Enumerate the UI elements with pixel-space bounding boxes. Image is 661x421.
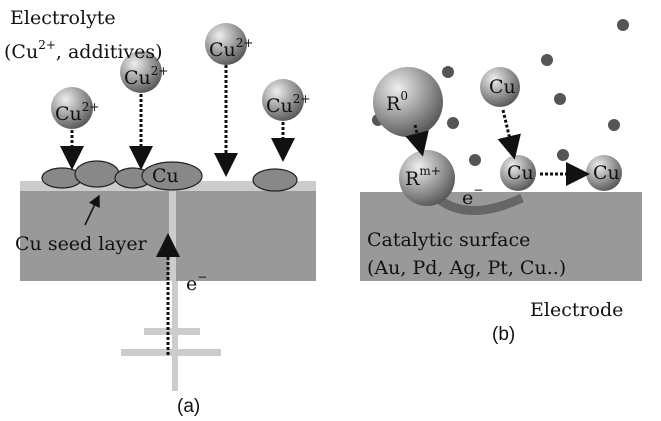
deposit-label: Cu <box>152 165 179 187</box>
ion-label: Cu2+ <box>209 36 253 61</box>
ion-arrows <box>72 65 283 165</box>
panel-a: Cu2+ Cu2+ Cu2+ Cu2+ Electrolyte (Cu2+, a… <box>4 7 316 417</box>
panel-b: R0 Rm+ Cu Cu Cu e− Catalytic surface (Au… <box>360 19 642 345</box>
cu-label: Cu <box>507 162 534 184</box>
ion-label: Cu2+ <box>266 92 310 117</box>
electrode-label: Electrode <box>530 299 623 321</box>
battery-plate <box>121 349 221 356</box>
metals-label: (Au, Pd, Ag, Pt, Cu..) <box>367 257 566 279</box>
battery-plate <box>144 328 200 335</box>
electron-label: e− <box>186 270 207 295</box>
wire <box>172 281 178 391</box>
diagram: Cu2+ Cu2+ Cu2+ Cu2+ Electrolyte (Cu2+, a… <box>0 0 661 421</box>
cu-label: Cu <box>593 162 620 184</box>
seed-label: Cu seed layer <box>15 233 148 255</box>
ion-label: Cu2+ <box>55 100 99 125</box>
cu-label: Cu <box>489 76 516 98</box>
via <box>169 191 176 281</box>
page: Cu2+ Cu2+ Cu2+ Cu2+ Electrolyte (Cu2+, a… <box>0 0 661 421</box>
arrow <box>503 110 512 148</box>
caption: (a) <box>177 396 200 417</box>
electrolyte-detail: (Cu2+, additives) <box>4 38 163 63</box>
electrolyte-label: Electrolyte <box>10 7 116 29</box>
surface-label: Catalytic surface <box>367 229 530 251</box>
caption: (b) <box>492 324 515 345</box>
ion-label: Cu2+ <box>124 64 168 89</box>
